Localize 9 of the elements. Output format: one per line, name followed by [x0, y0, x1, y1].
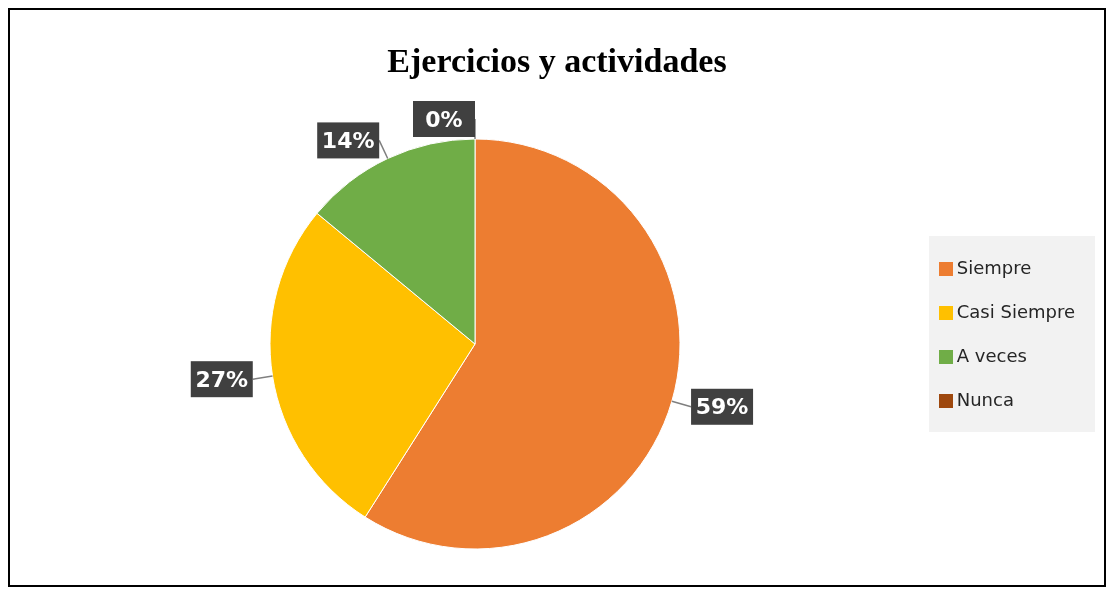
data-label: 27% — [195, 366, 249, 392]
legend-label: Nunca — [956, 389, 1014, 410]
chart-title: Ejercicios y actividades — [386, 42, 728, 81]
legend-label: Siempre — [956, 257, 1032, 278]
data-label: 14% — [321, 127, 375, 153]
legend-label: Casi Siempre — [956, 301, 1075, 322]
data-label: 59% — [695, 394, 749, 420]
text: 0% — [425, 106, 463, 132]
legend-label: A veces — [956, 345, 1027, 366]
